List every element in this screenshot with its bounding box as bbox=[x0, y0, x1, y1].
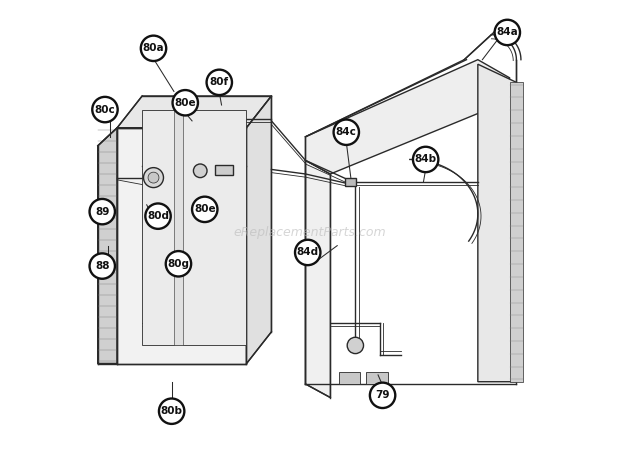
Text: 80b: 80b bbox=[161, 406, 183, 416]
Text: 84a: 84a bbox=[497, 27, 518, 37]
Text: 79: 79 bbox=[375, 390, 390, 400]
Circle shape bbox=[413, 147, 438, 172]
Circle shape bbox=[141, 35, 166, 61]
Circle shape bbox=[206, 70, 232, 95]
FancyBboxPatch shape bbox=[345, 178, 356, 186]
Circle shape bbox=[92, 97, 118, 122]
Text: 84d: 84d bbox=[296, 248, 319, 258]
Circle shape bbox=[89, 253, 115, 279]
Circle shape bbox=[143, 167, 164, 187]
Text: 89: 89 bbox=[95, 207, 110, 217]
Circle shape bbox=[334, 120, 359, 145]
Circle shape bbox=[166, 251, 191, 277]
Polygon shape bbox=[247, 96, 272, 364]
Polygon shape bbox=[306, 160, 330, 398]
Text: 88: 88 bbox=[95, 261, 110, 271]
FancyBboxPatch shape bbox=[215, 165, 233, 175]
Text: 80e: 80e bbox=[174, 98, 196, 108]
Circle shape bbox=[89, 199, 115, 224]
Text: 80f: 80f bbox=[210, 77, 229, 87]
Text: 80a: 80a bbox=[143, 43, 164, 53]
Text: 80d: 80d bbox=[147, 211, 169, 221]
Circle shape bbox=[192, 197, 218, 222]
Polygon shape bbox=[306, 60, 510, 174]
Text: eReplacementParts.com: eReplacementParts.com bbox=[234, 226, 386, 238]
Polygon shape bbox=[510, 82, 523, 382]
Polygon shape bbox=[478, 64, 516, 382]
Text: 80g: 80g bbox=[167, 259, 190, 269]
Circle shape bbox=[159, 399, 184, 424]
Polygon shape bbox=[117, 96, 272, 128]
Circle shape bbox=[145, 203, 171, 229]
Text: 80e: 80e bbox=[194, 204, 216, 214]
Circle shape bbox=[148, 172, 159, 183]
Polygon shape bbox=[117, 128, 247, 364]
Circle shape bbox=[295, 240, 321, 265]
FancyBboxPatch shape bbox=[366, 372, 388, 384]
FancyBboxPatch shape bbox=[339, 372, 360, 384]
Circle shape bbox=[193, 164, 207, 177]
Text: 84b: 84b bbox=[415, 154, 436, 164]
Circle shape bbox=[495, 20, 520, 45]
Circle shape bbox=[172, 90, 198, 116]
Text: 84c: 84c bbox=[336, 127, 356, 137]
Circle shape bbox=[347, 337, 363, 354]
Text: 80c: 80c bbox=[95, 105, 115, 115]
Polygon shape bbox=[174, 110, 183, 345]
Circle shape bbox=[370, 383, 396, 408]
Polygon shape bbox=[98, 128, 117, 364]
Polygon shape bbox=[142, 110, 247, 345]
